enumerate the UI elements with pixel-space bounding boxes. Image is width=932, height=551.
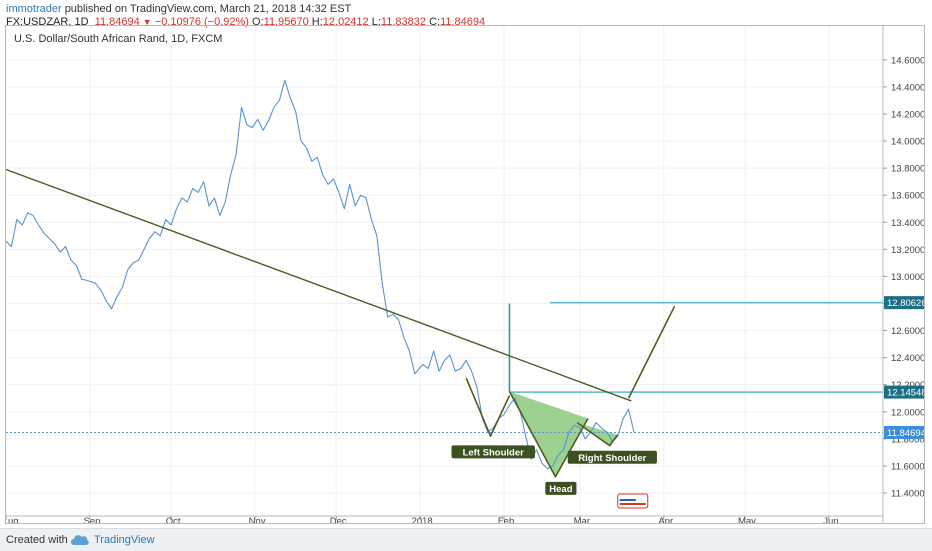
down-triangle-icon: ▼ [142,17,152,27]
created-with-text: Created with [6,534,68,546]
annotation-label: Right Shoulder [578,453,646,464]
annotation-label-bg [545,481,577,495]
close-label: C: [429,16,441,28]
tradingview-cloud-icon[interactable] [70,533,90,547]
y-tick-label: 12.40000 [891,353,924,364]
price-badges-layer: 12.80626 12.14548 11.84694 [884,296,924,439]
flag-icon [617,493,649,509]
author-link[interactable]: immotrader [6,3,62,15]
high-label: H: [311,16,323,28]
price-badge-label: 11.84694 [887,428,924,439]
y-tick-label: 13.80000 [891,164,924,175]
x-tick-label: ug [8,516,19,523]
y-tick-label: 14.40000 [891,82,924,93]
open-label: O: [252,16,264,28]
y-tick-label: 13.20000 [891,245,924,256]
y-tick-label: 13.60000 [891,191,924,202]
axes-layer: 11.4000011.6000011.8000012.0000012.20000… [6,26,924,523]
price-badge-label: 12.80626 [887,298,924,309]
y-tick-label: 11.40000 [891,488,924,499]
y-tick-label: 11.60000 [891,461,924,472]
price-badge [884,425,924,439]
x-tick-label: Dec [330,516,347,523]
publish-header: immotrader published on TradingView.com,… [6,3,351,15]
x-tick-label: Sep [83,516,100,523]
x-tick-label: Mar [574,516,590,523]
x-tick-label: Jun [823,516,838,523]
footer-bar: Created with TradingView [0,528,932,551]
level-lines-layer [6,301,883,433]
annotation-label-bg [451,445,535,459]
projection-line [627,305,676,399]
y-tick-label: 11.80000 [891,434,924,445]
x-tick-label: 2018 [412,516,433,523]
annotation-label: Left Shoulder [463,447,525,458]
annotation-label-bg [567,450,657,464]
grid-layer [6,26,883,516]
head-fill [509,391,588,477]
chart-title: U.S. Dollar/South African Rand, 1D, FXCM [14,33,222,45]
annotation-label: Head [549,484,572,495]
y-tick-label: 12.60000 [891,326,924,337]
trend-line [6,168,632,402]
chart-frame[interactable]: U.S. Dollar/South African Rand, 1D, FXCM… [5,25,925,524]
left-shoulder-line [465,377,511,437]
y-tick-label: 14.00000 [891,137,924,148]
trend-layer [6,168,632,402]
annotations-layer: Left Shoulder Head Right Shoulder [451,445,657,495]
y-tick-label: 13.00000 [891,272,924,283]
head-line [508,391,589,478]
x-tick-label: Feb [498,516,514,523]
y-tick-label: 13.40000 [891,218,924,229]
published-text: published on TradingView.com, March 21, … [64,3,352,15]
y-tick-label: 12.00000 [891,407,924,418]
tradingview-brand[interactable]: TradingView [94,534,155,546]
pattern-layer [465,305,676,478]
y-tick-label: 14.60000 [891,55,924,66]
price-badge-label: 12.14548 [887,388,924,399]
x-tick-label: Oct [166,516,181,523]
price-badge [884,296,924,310]
price-badge [884,385,924,399]
right-shoulder-line [576,421,619,447]
x-tick-label: Apr [658,516,673,523]
price-chart[interactable]: U.S. Dollar/South African Rand, 1D, FXCM… [6,26,924,523]
right-shoulder-fill [577,422,618,446]
y-tick-label: 14.20000 [891,109,924,120]
x-tick-label: May [738,516,756,523]
low-label: L: [371,16,381,28]
x-tick-label: Nov [249,516,266,523]
pattern-fill-layer [509,391,618,477]
